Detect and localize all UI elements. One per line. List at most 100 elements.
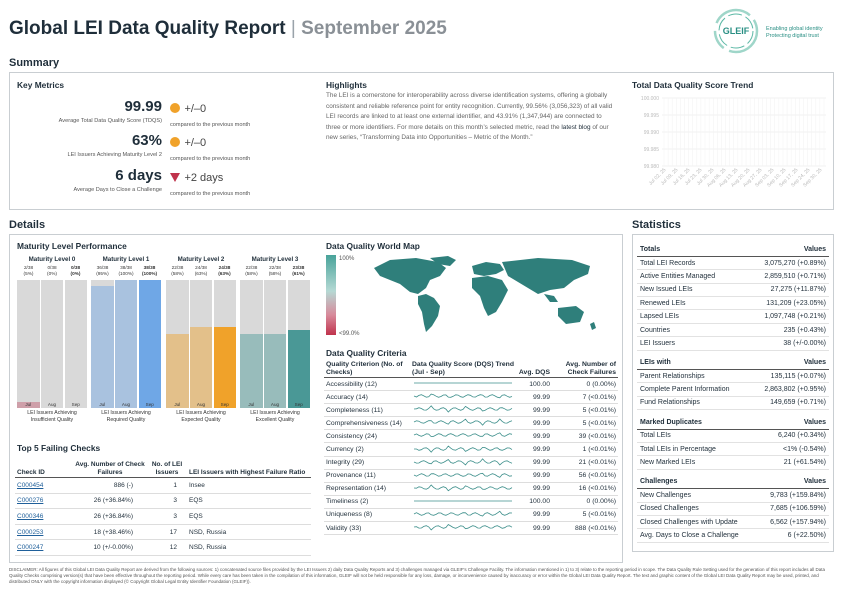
highlights-title: Highlights xyxy=(326,80,367,90)
level-count: 36/38 (95%) xyxy=(96,265,109,276)
dq-criteria-title: Data Quality Criteria xyxy=(326,348,407,358)
issuers-cell: 17 xyxy=(147,524,187,541)
check-id-link[interactable]: C000346 xyxy=(17,512,44,520)
stat-value: 3,075,270 (+0.89%) xyxy=(753,256,829,271)
stats-row: Lapsed LEIs 1,097,748 (+0.21%) xyxy=(637,309,829,324)
values-header: Values xyxy=(753,356,829,371)
stat-value: <1% (-0.54%) xyxy=(753,442,829,457)
avg-failures-cell: 10 (+/-0.00%) xyxy=(73,539,147,556)
greenland-shape xyxy=(430,256,456,266)
metric-value: 6 days xyxy=(115,167,162,184)
stat-label: New Marked LEIs xyxy=(637,455,754,470)
table-row: Timeliness (2) 100.00 0 (0.00%) xyxy=(324,495,618,509)
check-failures-cell: 0 (0.00%) xyxy=(552,377,618,392)
stat-value: 2,859,510 (+0.71%) xyxy=(753,269,829,284)
dqs-sparkline xyxy=(413,432,513,438)
stat-label: LEI Issuers xyxy=(637,336,754,351)
stat-label: Active Entities Managed xyxy=(637,269,754,284)
criterion-cell: Accessibility (12) xyxy=(324,377,410,392)
criterion-cell: Accuracy (14) xyxy=(324,390,410,405)
latest-blog-link[interactable]: latest blog xyxy=(561,123,591,131)
stat-label: Closed Challenges xyxy=(637,502,754,516)
values-header: Values xyxy=(753,243,829,257)
check-id-link[interactable]: C000247 xyxy=(17,544,44,552)
sparkline-cell xyxy=(410,416,516,431)
table-row: Representation (14) 99.99 16 (<0.01%) xyxy=(324,482,618,496)
level-count: 0/38 (0%) xyxy=(70,265,81,276)
sparkline-cell xyxy=(410,442,516,457)
highlights-body-end: of our new series, “Transforming Data in… xyxy=(326,123,609,142)
stats-group-header: LEIs with Values xyxy=(637,356,829,371)
level-count: 2/38 (5%) xyxy=(23,265,34,276)
level-count: 23/38 (61%) xyxy=(292,265,305,276)
month-label: Sep xyxy=(71,402,80,407)
group-title: Totals xyxy=(637,243,754,257)
stat-value: 6,240 (+0.34%) xyxy=(753,429,829,443)
stat-label: Fund Relationships xyxy=(637,396,754,411)
stats-group-header: Totals Values xyxy=(637,243,829,257)
criterion-cell: Consistency (24) xyxy=(324,429,410,444)
sparkline-cell xyxy=(410,390,516,405)
stat-label: New Challenges xyxy=(637,488,754,503)
map-legend-max: 100% xyxy=(339,256,355,262)
new-zealand-shape xyxy=(590,322,596,330)
check-failures-cell: 1 (<0.01%) xyxy=(552,442,618,457)
values-header: Values xyxy=(753,415,829,430)
maturity-bar-track: Sep xyxy=(287,280,310,408)
criterion-cell: Completeness (11) xyxy=(324,403,410,418)
stat-label: Complete Parent Information xyxy=(637,382,754,397)
dq-criteria-table: Quality Criterion (No. of Checks) Data Q… xyxy=(324,361,618,536)
check-id-link[interactable]: C000253 xyxy=(17,528,44,536)
stat-value: 38 (+/-0.00%) xyxy=(753,336,829,351)
month-label: Aug xyxy=(47,402,57,407)
report-title: Global LEI Data Quality Report | Septemb… xyxy=(9,18,447,40)
avg-dqs-cell: 99.99 xyxy=(516,482,552,496)
maturity-bar-track: Jul xyxy=(91,280,114,408)
metric-change-row: +/–0 compared to the previous month xyxy=(170,133,250,162)
table-row: Currency (2) 99.99 1 (<0.01%) xyxy=(324,442,618,457)
stat-label: New Issued LEIs xyxy=(637,283,754,298)
month-label: Sep xyxy=(294,402,303,407)
avg-failures-cell: 886 (-) xyxy=(73,477,147,494)
table-row: Accuracy (14) 99.99 7 (<0.01%) xyxy=(324,390,618,405)
check-id-link[interactable]: C000276 xyxy=(17,497,44,505)
stat-value: 27,275 (+11.87%) xyxy=(753,283,829,298)
maturity-level-column: Maturity Level 1 36/38 (95%) 38/38 (100%) 38/… xyxy=(91,256,161,408)
level-count: 24/38 (63%) xyxy=(218,265,231,276)
highest-ratio-cell: Insee xyxy=(187,477,311,494)
world-map xyxy=(374,256,596,332)
issuers-cell: 3 xyxy=(147,493,187,510)
stats-row: LEI Issuers 38 (+/-0.00%) xyxy=(637,336,829,351)
level-title: Maturity Level 0 xyxy=(28,256,76,263)
maturity-level-column: Maturity Level 3 22/38 (58%) 22/38 (58%) 23/3… xyxy=(240,256,310,408)
map-legend-min: <99.0% xyxy=(339,331,360,337)
avg-dqs-cell: 99.99 xyxy=(516,429,552,444)
avg-failures-cell: 26 (+36.84%) xyxy=(73,508,147,525)
stat-value: 1,097,748 (+0.21%) xyxy=(753,309,829,324)
statistics-box xyxy=(632,234,834,552)
maturity-level-column: Maturity Level 2 22/38 (58%) 24/38 (63%) 24/3… xyxy=(166,256,236,408)
gleif-logo: GLEIF xyxy=(713,8,759,54)
issuers-cell: 3 xyxy=(147,508,187,525)
highest-ratio-cell: NSD, Russia xyxy=(187,539,311,556)
stats-row: Active Entities Managed 2,859,510 (+0.71%… xyxy=(637,269,829,284)
sparkline-cell xyxy=(410,377,516,392)
avg-dqs-cell: 99.99 xyxy=(516,442,552,457)
metric-compare: compared to the previous month xyxy=(170,156,251,162)
metric-label: Average Days to Close a Challenge xyxy=(73,187,162,193)
stats-row: Fund Relationships 149,659 (+0.71%) xyxy=(637,396,829,411)
stats-row: New Marked LEIs 21 (+61.54%) xyxy=(637,455,829,470)
details-heading: Details xyxy=(9,219,46,231)
table-row: Consistency (24) 99.99 39 (<0.01%) xyxy=(324,429,618,444)
check-id-link[interactable]: C000454 xyxy=(17,481,44,489)
month-label: Jul xyxy=(99,402,106,407)
level-title: Maturity Level 2 xyxy=(177,256,225,263)
stats-row: Countries 235 (+0.43%) xyxy=(637,323,829,338)
maturity-bar-track: Sep xyxy=(138,280,161,408)
stat-value: 9,783 (+159.84%) xyxy=(753,488,829,503)
maturity-bar xyxy=(91,286,114,408)
maturity-bar-track: Aug xyxy=(40,280,64,408)
stats-row: Avg. Days to Close a Challenge 6 (+22.50%… xyxy=(637,528,829,543)
top5-title: Top 5 Failing Checks xyxy=(17,443,101,453)
month-label: Aug xyxy=(196,402,206,407)
